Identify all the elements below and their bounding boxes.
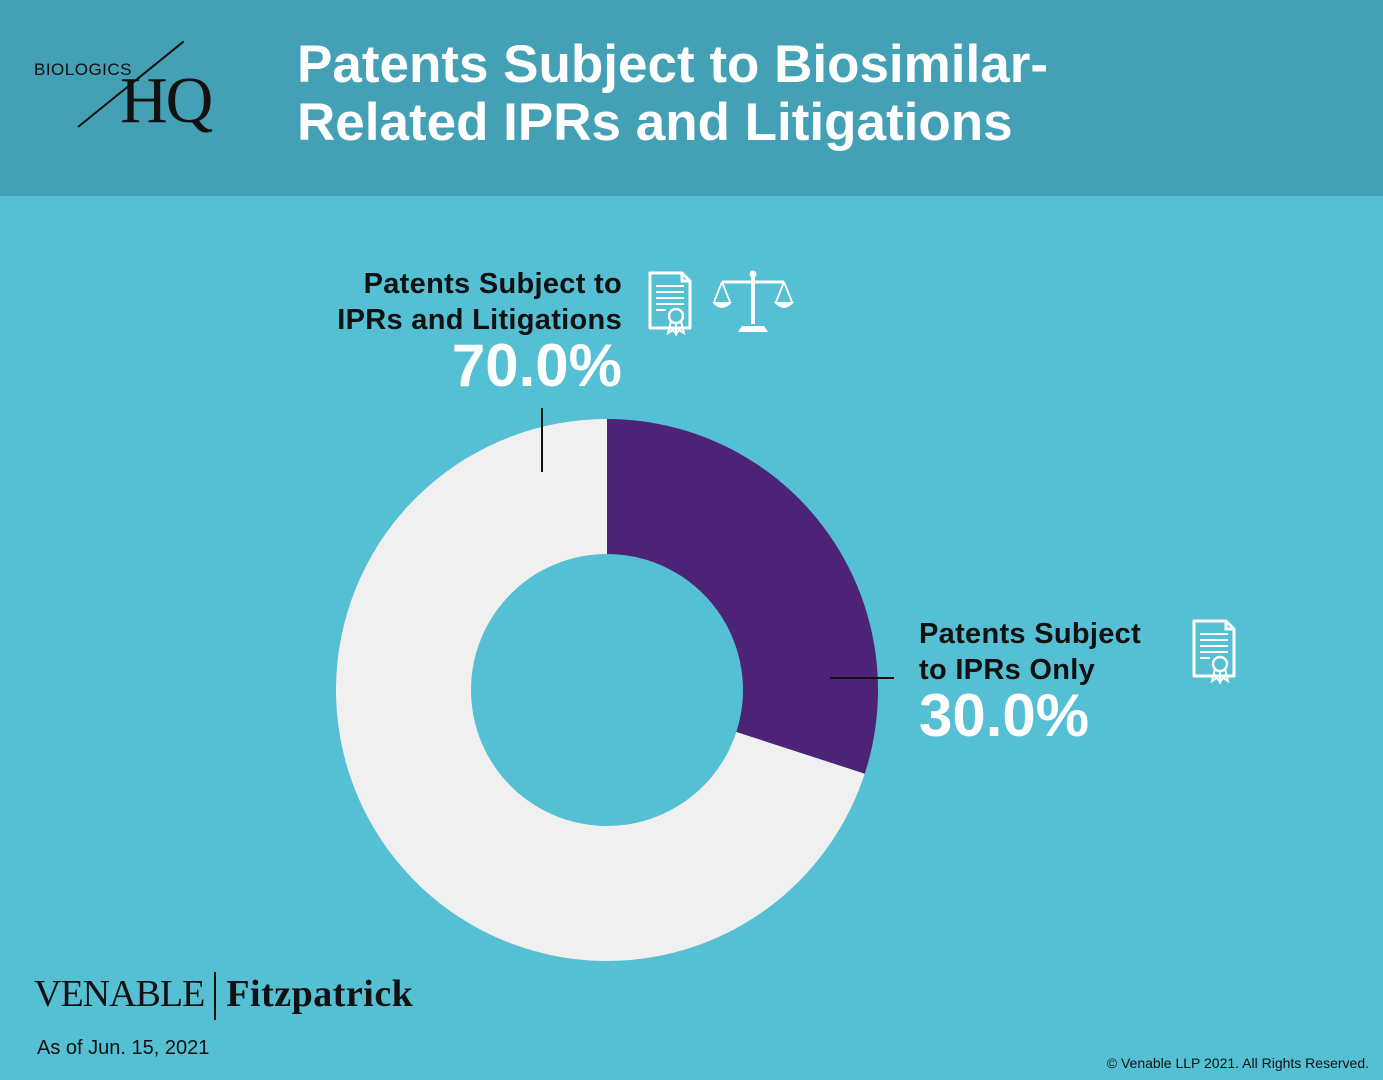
- logo-small-text: BIOLOGICS: [34, 60, 133, 79]
- copyright-notice: © Venable LLP 2021. All Rights Reserved.: [1106, 1055, 1369, 1071]
- certificate-icon: [648, 271, 692, 336]
- brand-left: VENABLE: [34, 973, 205, 1015]
- donut-slice-ipr-and-litigation: [336, 419, 865, 962]
- donut-slices: [336, 419, 878, 962]
- slice-label-ipr-and-litigation: Patents Subject to IPRs and Litigations: [300, 266, 622, 338]
- slice-label-line: Patents Subject to: [363, 268, 622, 300]
- header-banner: BIOLOGICS HQ Patents Subject to Biosimil…: [0, 0, 1383, 196]
- as-of-date: As of Jun. 15, 2021: [37, 1037, 210, 1059]
- slice-label-line: to IPRs Only: [919, 654, 1096, 686]
- slice-value-ipr-and-litigation: 70.0%: [451, 332, 622, 399]
- brand-right: Fitzpatrick: [226, 973, 414, 1015]
- slice-label-line: Patents Subject: [919, 618, 1142, 650]
- slice-label-line: IPRs and Litigations: [337, 304, 622, 336]
- page-title: Patents Subject to Biosimilar- Related I…: [297, 36, 1337, 152]
- biologics-hq-logo: BIOLOGICS HQ: [30, 40, 250, 160]
- certificate-icon: [1192, 619, 1236, 684]
- title-line-1: Patents Subject to Biosimilar-: [297, 35, 1048, 94]
- slice-value-ipr-only: 30.0%: [919, 682, 1090, 749]
- brand-divider: [214, 972, 217, 1021]
- venable-fitzpatrick-logo: VENABLE Fitzpatrick: [34, 972, 413, 1022]
- slice-label-ipr-only: Patents Subject to IPRs Only: [919, 616, 1179, 688]
- logo-big-text: HQ: [120, 64, 213, 137]
- donut-slice-ipr-only: [607, 419, 878, 774]
- scales-of-justice-icon: [712, 270, 794, 332]
- title-line-2: Related IPRs and Litigations: [297, 93, 1013, 152]
